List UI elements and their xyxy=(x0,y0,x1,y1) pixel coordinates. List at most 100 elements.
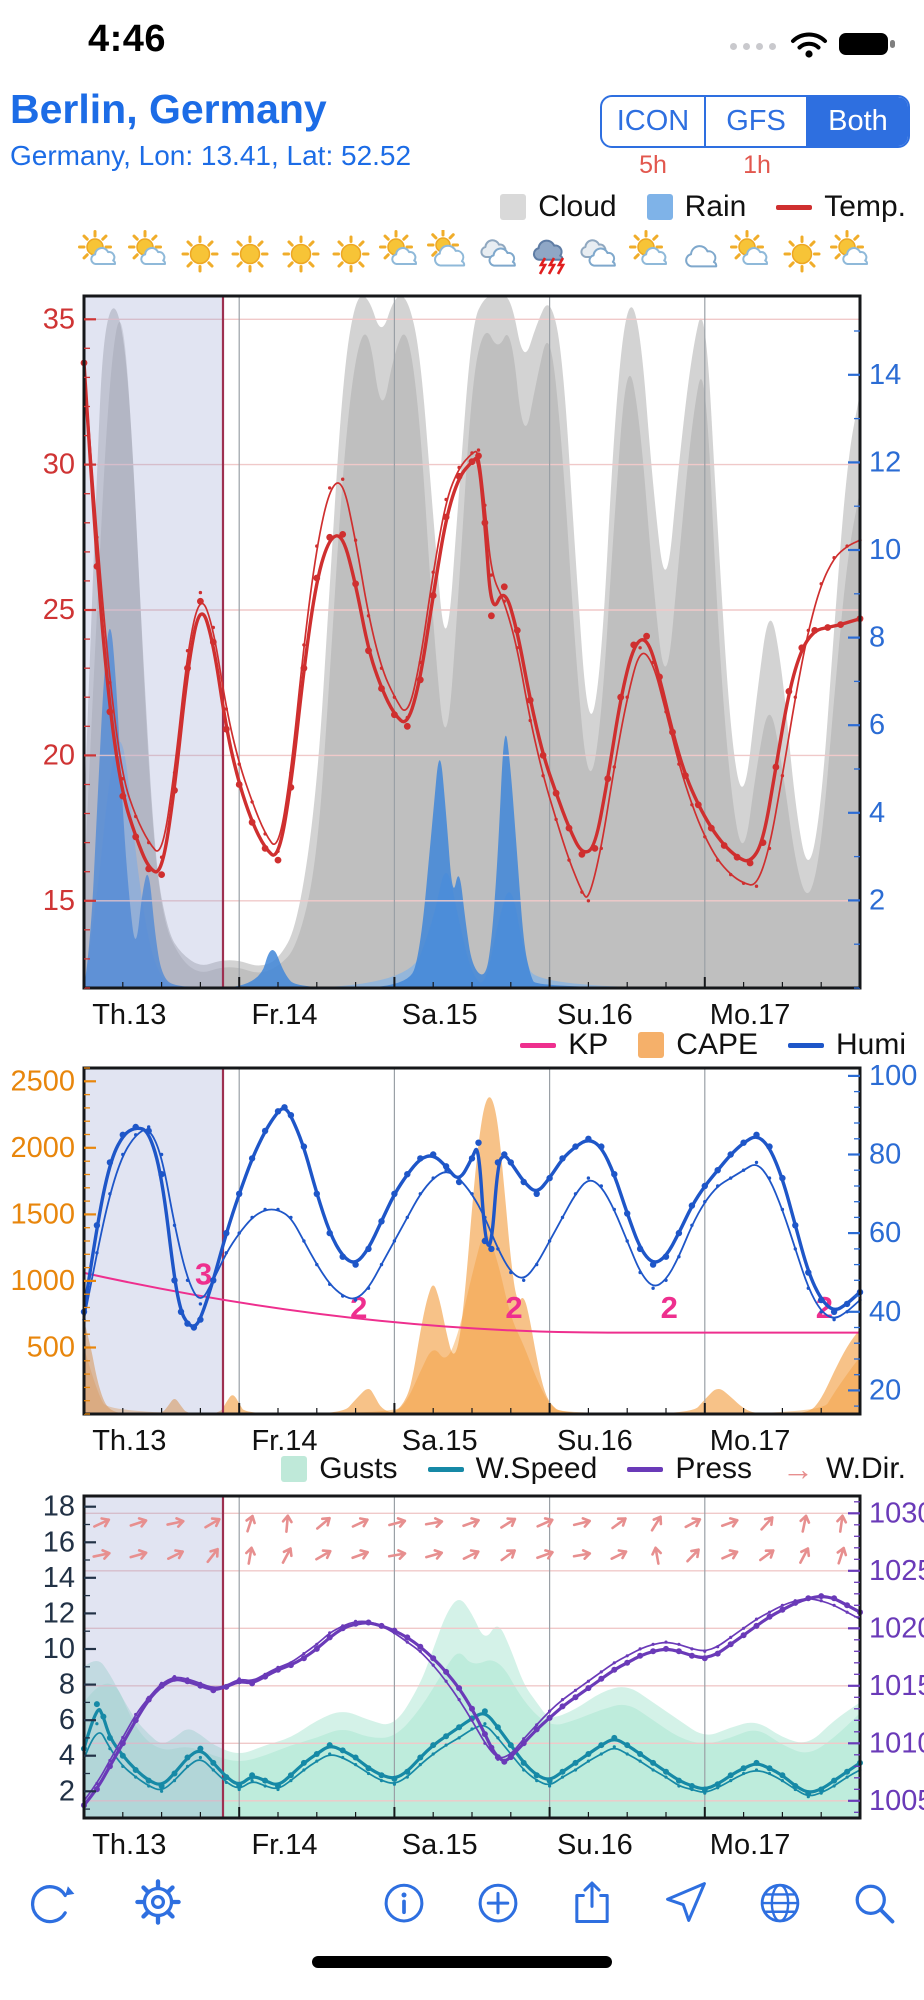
status-icons xyxy=(730,30,898,63)
weather-icon-partly-sunny xyxy=(377,230,425,278)
home-indicator[interactable] xyxy=(312,1956,612,1968)
left-axis-tick-label: 8 xyxy=(59,1669,75,1701)
wind-direction-arrow-icon xyxy=(759,1549,775,1562)
legend-item-gusts: Gusts xyxy=(281,1452,398,1486)
wind-direction-arrow-icon xyxy=(610,1549,628,1560)
wind-direction-arrow-icon xyxy=(315,1549,332,1561)
left-axis-tick-label: 35 xyxy=(43,303,75,335)
left-axis-tick-label: 25 xyxy=(43,594,75,626)
search-icon xyxy=(855,1884,895,1924)
kp-value-label: 2 xyxy=(505,1290,522,1325)
wind-direction-arrow-icon xyxy=(836,1514,848,1533)
wind-direction-arrow-icon xyxy=(760,1516,774,1531)
wdir-swatch-icon: → xyxy=(782,1451,814,1487)
legend-label: Humi xyxy=(835,1028,906,1061)
right-axis-tick-label: 1005 xyxy=(869,1785,924,1817)
weather-icon-overcast xyxy=(577,230,625,278)
wind-direction-arrow-icon xyxy=(206,1547,219,1564)
wind-direction-arrow-icon xyxy=(572,1517,591,1528)
wind-direction-arrow-icon xyxy=(536,1549,554,1560)
weather-icon-cloudy xyxy=(678,230,726,278)
cellular-signal-icon xyxy=(730,43,776,50)
day-label: Fr.14 xyxy=(251,1829,317,1861)
wind-direction-arrow-icon xyxy=(500,1549,516,1562)
globe-button[interactable] xyxy=(754,1876,806,1928)
wind-direction-arrow-icon xyxy=(686,1548,700,1563)
press-swatch-icon xyxy=(627,1466,664,1472)
humi-swatch-icon xyxy=(787,1042,824,1048)
legend-item-press: Press xyxy=(627,1452,752,1486)
model-segmented-control: ICON GFS Both 5h 1h xyxy=(600,95,910,179)
weather-icon-sun-behind-cloud xyxy=(426,229,475,278)
left-axis-tick-label: 1500 xyxy=(10,1198,75,1230)
wind-direction-arrow-icon xyxy=(245,1514,256,1533)
legend-item-cape: CAPE xyxy=(638,1028,758,1062)
series-cloud-icon xyxy=(84,296,860,988)
gusts-swatch-icon xyxy=(281,1456,308,1482)
legend-item-rain: Rain xyxy=(646,190,746,224)
series-cloud-gfs xyxy=(84,321,860,988)
settings-button[interactable] xyxy=(132,1876,184,1928)
battery-icon xyxy=(838,30,898,63)
globe-icon xyxy=(760,1883,800,1923)
weather-icon-sunny xyxy=(327,230,375,278)
wind-direction-arrow-icon xyxy=(500,1517,517,1529)
wind-direction-arrow-icon xyxy=(351,1549,369,1560)
info-button[interactable] xyxy=(378,1876,430,1928)
left-axis-tick-label: 2500 xyxy=(10,1065,75,1097)
legend-label: Temp. xyxy=(824,190,906,223)
wind-direction-arrow-icon xyxy=(351,1517,369,1528)
left-axis-tick-label: 30 xyxy=(43,449,75,481)
wifi-icon xyxy=(790,30,828,63)
locate-button[interactable] xyxy=(660,1876,712,1928)
chart-temperature-cloud-rain[interactable]: 15 20 25 30 35 2 4 6 8 10 12 14 Th.13 Fr.14 Sa.15 Su.16… xyxy=(43,294,902,1031)
day-label: Su.16 xyxy=(557,1425,633,1457)
wind-direction-arrow-icon xyxy=(462,1549,480,1560)
right-axis-tick-label: 4 xyxy=(869,797,885,829)
legend-item-temp: Temp. xyxy=(776,190,906,224)
left-axis-tick-label: 2 xyxy=(59,1775,75,1807)
wind-direction-arrow-icon xyxy=(684,1517,702,1529)
rain-swatch-icon xyxy=(646,194,673,220)
wind-direction-arrow-icon xyxy=(572,1549,592,1560)
day-label: Fr.14 xyxy=(251,1425,317,1457)
weather-icon-partly-sunny xyxy=(627,230,675,278)
cloud-swatch-icon xyxy=(500,194,527,220)
locate-icon xyxy=(666,1882,706,1922)
kp-value-label: 2 xyxy=(350,1290,367,1325)
weather-icon-overcast xyxy=(477,230,525,278)
legend-item-humi: Humi xyxy=(787,1028,906,1062)
wind-direction-arrow-icon xyxy=(204,1517,221,1529)
wind-direction-arrow-icon xyxy=(721,1549,739,1560)
weather-icon-partly-sunny xyxy=(76,230,124,278)
add-button[interactable] xyxy=(472,1876,524,1928)
search-button[interactable] xyxy=(848,1876,900,1928)
day-label: Mo.17 xyxy=(710,1829,791,1861)
segment-icon[interactable]: ICON xyxy=(616,105,690,137)
wind-direction-arrow-icon xyxy=(536,1517,554,1528)
legend-label: W.Speed xyxy=(475,1452,598,1485)
right-axis-tick-label: 12 xyxy=(869,446,901,478)
weather-icon-partly-sunny xyxy=(728,230,776,278)
legend-item-wspeed: W.Speed xyxy=(427,1452,598,1486)
left-axis-tick-label: 12 xyxy=(43,1597,75,1629)
segment-gfs[interactable]: GFS xyxy=(704,97,806,146)
weather-icon-partly-sunny xyxy=(828,230,876,278)
wind-direction-arrow-icon xyxy=(799,1514,811,1533)
share-button[interactable] xyxy=(566,1876,618,1928)
location-title[interactable]: Berlin, Germany xyxy=(10,86,327,132)
right-axis-tick-label: 6 xyxy=(869,709,885,741)
refresh-button[interactable] xyxy=(24,1876,76,1928)
day-label: Su.16 xyxy=(557,1829,633,1861)
share-icon xyxy=(575,1881,609,1924)
series-pressure-gfs xyxy=(83,1598,861,1802)
segment-both[interactable]: Both xyxy=(806,97,908,146)
right-axis-tick-label: 20 xyxy=(869,1374,901,1406)
day-label: Mo.17 xyxy=(710,1425,791,1457)
legend-kp-cape-humi: KP CAPE Humi xyxy=(0,1028,906,1062)
gfs-model-age: 1h xyxy=(743,151,771,179)
chart-kp-cape-humidity[interactable]: 32 2 2 2500100015002000250020406080100Th.13… xyxy=(10,1060,917,1457)
legend-gusts-wind-press: Gusts W.Speed Press → W.Dir. xyxy=(0,1452,906,1486)
